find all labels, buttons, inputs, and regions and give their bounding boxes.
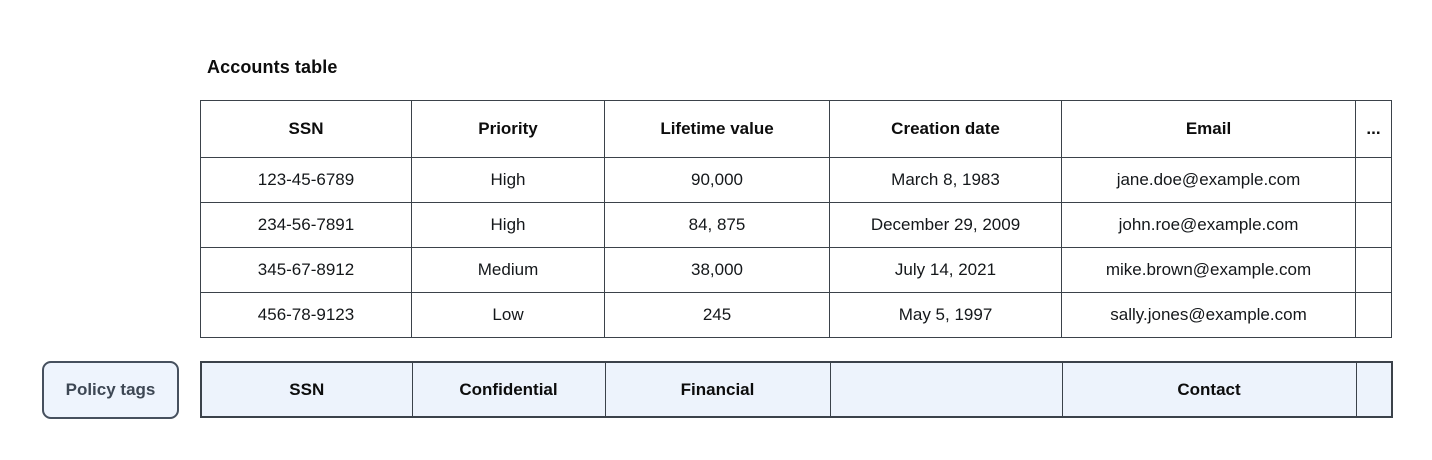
cell-more	[1355, 292, 1392, 338]
table-title: Accounts table	[207, 57, 338, 77]
column-header-email: Email	[1061, 100, 1356, 158]
cell-creation-date: December 29, 2009	[829, 202, 1062, 248]
policy-tags-button[interactable]: Policy tags	[42, 361, 179, 419]
policy-tag-empty-more	[1355, 361, 1393, 418]
cell-more	[1355, 247, 1392, 293]
cell-ssn: 345-67-8912	[200, 247, 412, 293]
cell-priority: Low	[411, 292, 605, 338]
header-row: SSN Priority Lifetime value Creation dat…	[200, 100, 1392, 158]
column-header-ssn: SSN	[200, 100, 412, 158]
policy-tags-row: SSN Confidential Financial Contact	[200, 361, 1393, 418]
table-row: 345-67-8912 Medium 38,000 July 14, 2021 …	[200, 247, 1392, 293]
cell-more	[1355, 157, 1392, 203]
cell-ssn: 456-78-9123	[200, 292, 412, 338]
cell-lifetime-value: 245	[604, 292, 830, 338]
cell-lifetime-value: 84, 875	[604, 202, 830, 248]
policy-tag-ssn: SSN	[200, 361, 413, 418]
accounts-table: SSN Priority Lifetime value Creation dat…	[200, 100, 1392, 338]
policy-tag-contact: Contact	[1061, 361, 1357, 418]
cell-lifetime-value: 90,000	[604, 157, 830, 203]
column-header-lifetime-value: Lifetime value	[604, 100, 830, 158]
table-row: 456-78-9123 Low 245 May 5, 1997 sally.jo…	[200, 292, 1392, 338]
policy-tag-confidential: Confidential	[411, 361, 606, 418]
policy-tag-empty-creation-date	[829, 361, 1063, 418]
cell-more	[1355, 202, 1392, 248]
table-row: 123-45-6789 High 90,000 March 8, 1983 ja…	[200, 157, 1392, 203]
table-row: 234-56-7891 High 84, 875 December 29, 20…	[200, 202, 1392, 248]
policy-tag-financial: Financial	[604, 361, 831, 418]
column-header-priority: Priority	[411, 100, 605, 158]
cell-email: john.roe@example.com	[1061, 202, 1356, 248]
cell-ssn: 123-45-6789	[200, 157, 412, 203]
column-header-more: ...	[1355, 100, 1392, 158]
cell-priority: High	[411, 202, 605, 248]
cell-lifetime-value: 38,000	[604, 247, 830, 293]
cell-creation-date: March 8, 1983	[829, 157, 1062, 203]
cell-ssn: 234-56-7891	[200, 202, 412, 248]
column-header-creation-date: Creation date	[829, 100, 1062, 158]
cell-email: sally.jones@example.com	[1061, 292, 1356, 338]
policy-tags-cells: SSN Confidential Financial Contact	[200, 361, 1393, 418]
cell-email: jane.doe@example.com	[1061, 157, 1356, 203]
cell-priority: High	[411, 157, 605, 203]
cell-email: mike.brown@example.com	[1061, 247, 1356, 293]
policy-tags-button-label: Policy tags	[65, 380, 156, 399]
cell-creation-date: May 5, 1997	[829, 292, 1062, 338]
cell-creation-date: July 14, 2021	[829, 247, 1062, 293]
cell-priority: Medium	[411, 247, 605, 293]
